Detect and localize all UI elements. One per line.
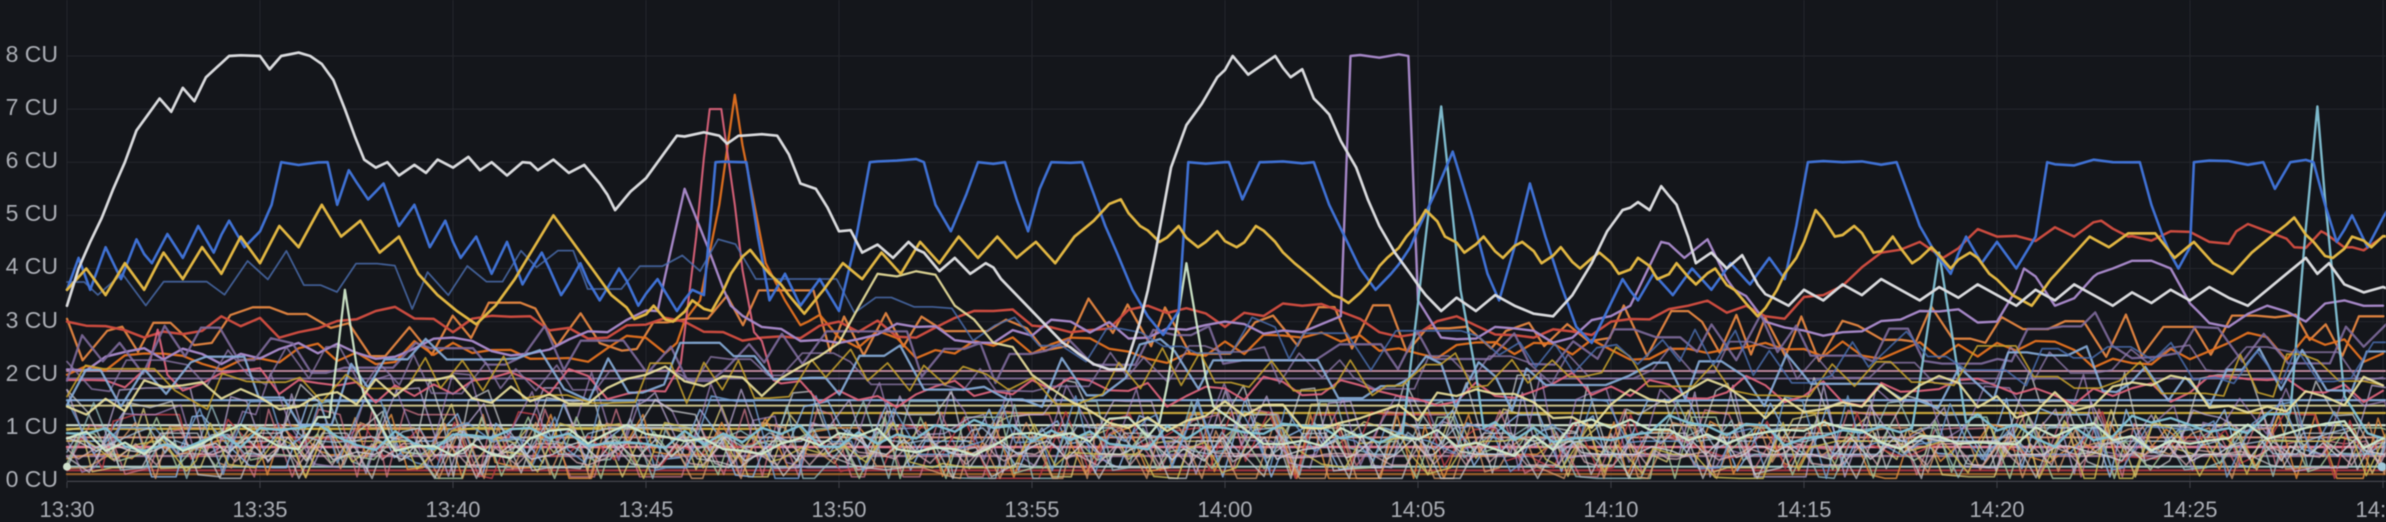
svg-text:13:55: 13:55 (1004, 497, 1059, 522)
svg-text:3 CU: 3 CU (6, 307, 58, 333)
svg-text:6 CU: 6 CU (6, 147, 58, 173)
svg-text:13:50: 13:50 (811, 497, 866, 522)
svg-text:14:25: 14:25 (2162, 497, 2217, 522)
svg-text:14:30: 14:30 (2355, 497, 2386, 522)
svg-text:14:05: 14:05 (1390, 497, 1445, 522)
svg-text:14:10: 14:10 (1583, 497, 1638, 522)
svg-text:8 CU: 8 CU (6, 41, 58, 67)
svg-text:4 CU: 4 CU (6, 253, 58, 279)
svg-text:2 CU: 2 CU (6, 360, 58, 386)
svg-text:1 CU: 1 CU (6, 413, 58, 439)
svg-text:13:45: 13:45 (618, 497, 673, 522)
svg-text:13:35: 13:35 (232, 497, 287, 522)
svg-text:7 CU: 7 CU (6, 94, 58, 120)
svg-text:0 CU: 0 CU (6, 466, 58, 492)
svg-text:13:40: 13:40 (425, 497, 480, 522)
svg-text:14:00: 14:00 (1197, 497, 1252, 522)
svg-text:13:30: 13:30 (39, 497, 94, 522)
svg-text:5 CU: 5 CU (6, 200, 58, 226)
svg-text:14:15: 14:15 (1776, 497, 1831, 522)
svg-text:14:20: 14:20 (1969, 497, 2024, 522)
